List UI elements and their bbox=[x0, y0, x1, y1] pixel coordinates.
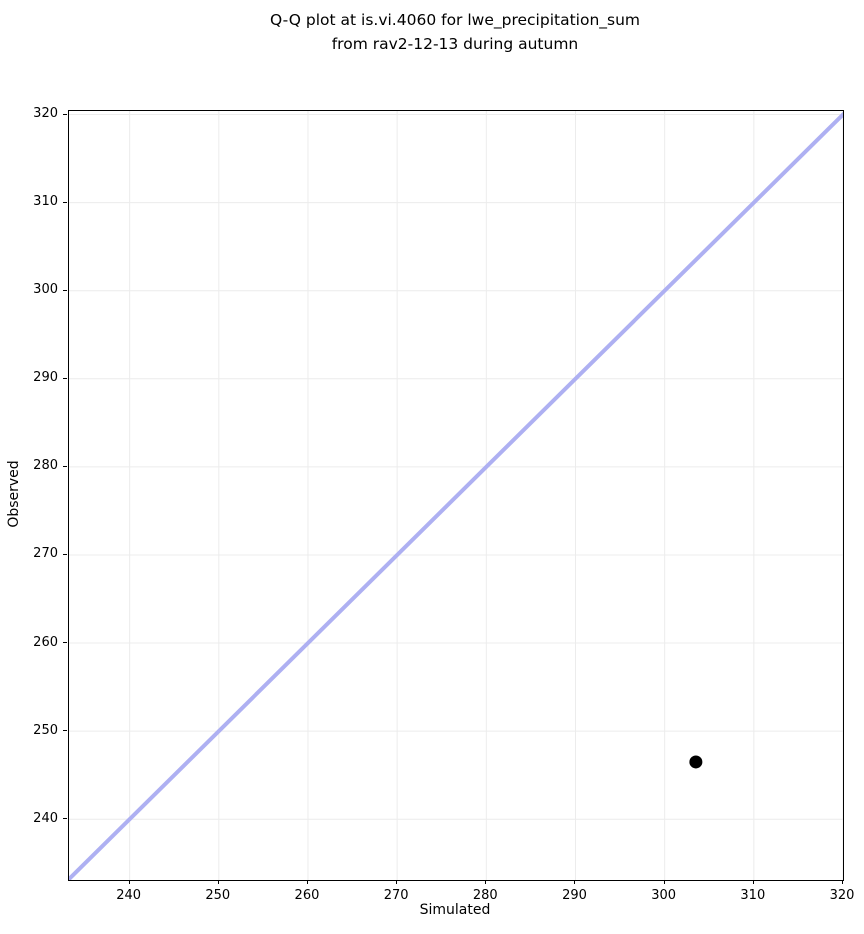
x-tick-mark bbox=[217, 880, 219, 884]
y-tick-label: 300 bbox=[33, 282, 58, 298]
y-tick-label: 240 bbox=[33, 810, 58, 826]
data-point bbox=[689, 755, 703, 769]
x-tick-label: 300 bbox=[651, 888, 677, 903]
y-tick-mark bbox=[63, 113, 67, 115]
x-tick-mark bbox=[306, 880, 308, 884]
x-tick-label: 290 bbox=[562, 888, 587, 903]
chart-title-line2: from rav2-12-13 during autumn bbox=[331, 35, 579, 53]
chart-title: Q-Q plot at is.vi.4060 for lwe_precipita… bbox=[68, 8, 842, 56]
x-tick-label: 270 bbox=[383, 888, 409, 903]
y-tick-label: 290 bbox=[33, 370, 58, 386]
x-tick-mark bbox=[663, 880, 665, 884]
x-tick-mark bbox=[752, 880, 754, 884]
y-tick-label: 250 bbox=[33, 722, 58, 738]
y-tick-mark bbox=[63, 642, 67, 644]
y-tick-label: 260 bbox=[33, 634, 58, 650]
x-axis-label: Simulated bbox=[419, 902, 491, 918]
x-tick-label: 260 bbox=[294, 888, 320, 903]
y-tick-label: 280 bbox=[33, 458, 58, 474]
chart-title-line1: Q-Q plot at is.vi.4060 for lwe_precipita… bbox=[269, 11, 641, 29]
x-tick-mark bbox=[396, 880, 398, 884]
y-tick-mark bbox=[63, 201, 67, 203]
x-tick-label: 320 bbox=[829, 888, 855, 903]
y-tick-label: 270 bbox=[33, 546, 58, 562]
y-tick-mark bbox=[63, 465, 67, 467]
x-tick-mark bbox=[574, 880, 576, 884]
x-tick-label: 280 bbox=[472, 888, 498, 903]
x-tick-label: 240 bbox=[116, 888, 142, 903]
y-tick-mark bbox=[63, 377, 67, 379]
x-tick-mark bbox=[128, 880, 130, 884]
identity-line bbox=[69, 111, 843, 880]
y-tick-mark bbox=[63, 289, 67, 291]
y-tick-label: 310 bbox=[33, 194, 58, 210]
x-tick-mark bbox=[485, 880, 487, 884]
y-tick-mark bbox=[63, 553, 67, 555]
y-tick-label: 320 bbox=[33, 106, 58, 122]
plot-area bbox=[68, 110, 844, 881]
plot-canvas bbox=[69, 111, 843, 880]
y-tick-mark bbox=[63, 818, 67, 820]
x-tick-label: 310 bbox=[740, 888, 766, 903]
x-tick-label: 250 bbox=[205, 888, 231, 903]
x-tick-mark bbox=[842, 880, 843, 884]
y-tick-mark bbox=[63, 730, 67, 732]
